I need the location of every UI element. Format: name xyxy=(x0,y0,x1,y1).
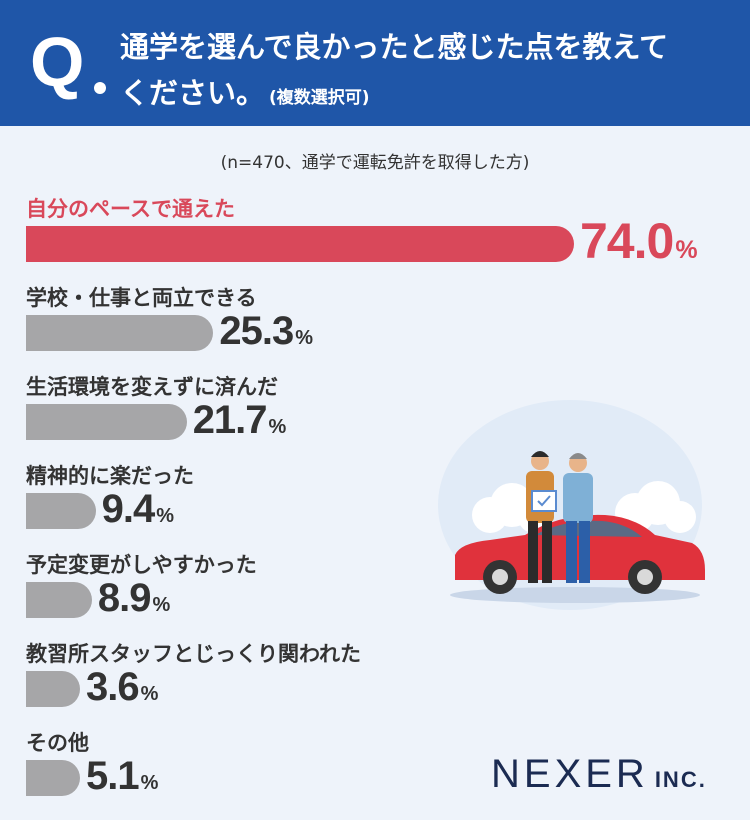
value-label: 25.3% xyxy=(219,309,313,360)
car-people-illustration xyxy=(438,400,705,610)
question-text-line1: 通学を選んで良かったと感じた点を教えて xyxy=(120,30,669,64)
bar xyxy=(26,582,92,618)
value-label: 74.0% xyxy=(580,214,698,277)
category-label: 自分のペースで通えた xyxy=(26,197,235,221)
value-label: 21.7% xyxy=(193,398,287,449)
question-text-line2-main: ください。 xyxy=(120,76,266,110)
value-number: 21.7 xyxy=(192,398,268,442)
value-unit: % xyxy=(268,416,287,438)
value-number: 25.3 xyxy=(219,309,294,353)
value-label: 3.6% xyxy=(86,665,158,716)
category-label: 予定変更がしやすかった xyxy=(26,553,257,577)
value-number: 5.1 xyxy=(86,754,140,798)
brand-logo: NEXER INC. xyxy=(491,752,707,797)
sample-note: (n=470、通学で運転免許を取得した方) xyxy=(220,153,530,173)
category-label: 教習所スタッフとじっくり関われた xyxy=(26,642,361,666)
value-number: 3.6 xyxy=(86,665,140,709)
brand-name: NEXER xyxy=(491,752,649,796)
bar xyxy=(26,671,80,707)
value-number: 74.0 xyxy=(580,213,674,269)
value-label: 5.1% xyxy=(86,754,158,805)
value-unit: % xyxy=(140,772,159,794)
question-mark: Q xyxy=(30,23,85,101)
value-unit: % xyxy=(295,327,313,349)
brand-suffix: INC. xyxy=(654,767,707,792)
category-label: 生活環境を変えずに済んだ xyxy=(26,375,278,399)
question-note: (複数選択可) xyxy=(269,88,370,108)
value-unit: % xyxy=(140,683,159,705)
category-label: 精神的に楽だった xyxy=(26,464,194,488)
value-label: 9.4% xyxy=(102,487,174,538)
category-label: 学校・仕事と両立できる xyxy=(26,286,257,310)
value-number: 8.9 xyxy=(97,576,152,620)
bar xyxy=(26,493,96,529)
value-unit: % xyxy=(156,505,175,527)
question-dot xyxy=(94,82,106,94)
bar xyxy=(26,404,187,440)
value-label: 8.9% xyxy=(98,576,170,627)
question-text-line2: ください。 (複数選択可) xyxy=(120,70,370,112)
bar xyxy=(26,315,214,351)
value-unit: % xyxy=(675,236,698,264)
question-header: Q 通学を選んで良かったと感じた点を教えて ください。 (複数選択可) xyxy=(0,0,750,126)
category-label: その他 xyxy=(26,731,89,755)
bar xyxy=(26,760,80,796)
value-number: 9.4 xyxy=(101,487,156,531)
value-unit: % xyxy=(152,594,171,616)
bar xyxy=(26,226,574,262)
